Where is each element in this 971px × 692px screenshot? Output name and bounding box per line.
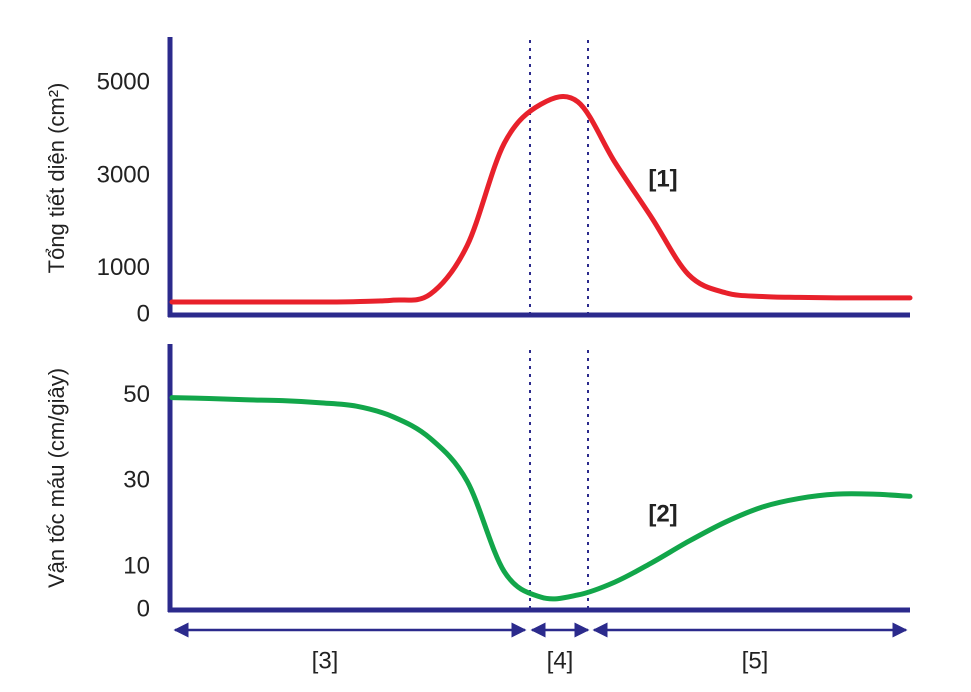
y-tick-label: 0 [137, 300, 150, 327]
annotation: [2] [648, 500, 677, 527]
dividers [529, 40, 589, 610]
y-tick-label: 50 [123, 381, 150, 408]
y-axis-label: Vận tốc máu (cm/giây) [44, 368, 69, 588]
y-tick-label: 0 [137, 595, 150, 622]
y-tick-label: 10 [123, 552, 150, 579]
region-label: [4] [547, 647, 574, 674]
region-label: [5] [742, 647, 769, 674]
y-axis-label: Tổng tiết diện (cm²) [44, 83, 69, 274]
y-tick-label: 1000 [97, 254, 150, 281]
annotation: [1] [648, 165, 677, 192]
y-tick-label: 5000 [97, 69, 150, 96]
y-tick-label: 30 [123, 467, 150, 494]
y-tick-label: 3000 [97, 161, 150, 188]
line [169, 94, 913, 305]
line [169, 395, 913, 602]
region-label: [3] [312, 647, 339, 674]
